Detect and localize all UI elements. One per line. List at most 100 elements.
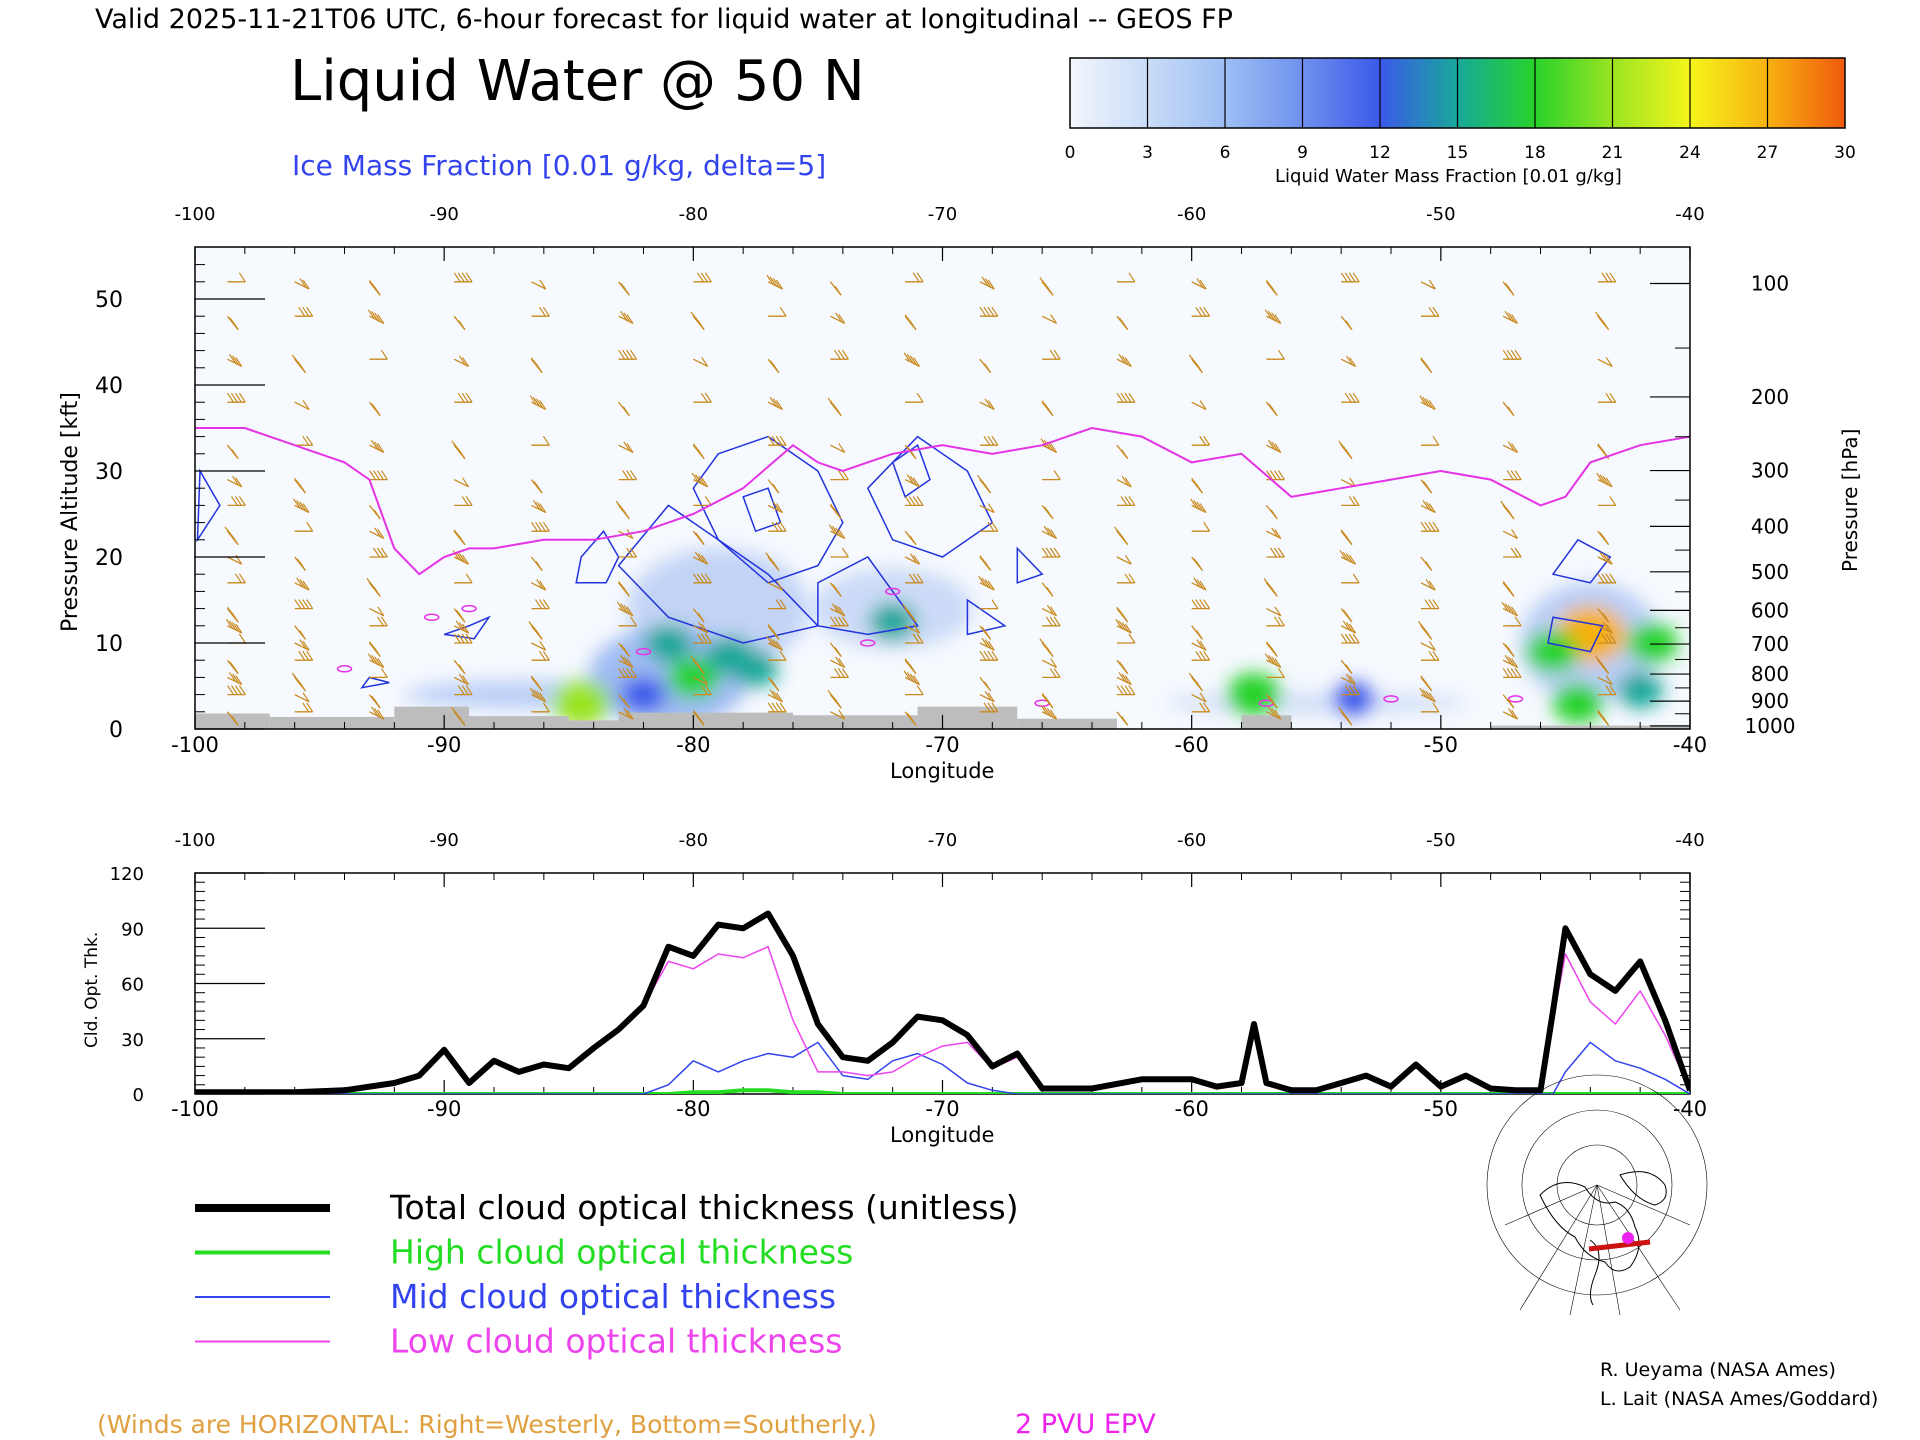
map-inset-icon	[1486, 1074, 1708, 1316]
wind-barb	[1341, 392, 1360, 403]
wind-barb	[1420, 599, 1440, 610]
wind-barb	[616, 601, 634, 617]
wind-barb	[530, 357, 543, 374]
wind-barb	[227, 672, 243, 686]
top-panel: -100 -100 -90 -90 -80 -80 -70 -70 -60 -60 -50 -50 -4…	[58, 204, 1862, 783]
wind-barb	[690, 311, 705, 331]
wind-barb	[1266, 616, 1285, 627]
wind-barb	[294, 577, 310, 591]
wind-barb	[1420, 279, 1436, 290]
legend: Total cloud optical thickness (unitless)…	[195, 1188, 1019, 1361]
wind-barb	[979, 650, 999, 661]
x-top-tick-label: -40	[1675, 830, 1704, 851]
wind-barb	[1502, 708, 1519, 720]
x-tick-label: -100	[171, 1097, 219, 1121]
wind-barb	[1266, 527, 1282, 539]
wind-barb	[618, 441, 634, 453]
wind-barb	[830, 470, 849, 481]
y-right-tick-label: 700	[1751, 632, 1789, 656]
liquid-water-blob	[644, 624, 692, 662]
wind-barb	[367, 653, 385, 668]
wind-barb	[1191, 599, 1211, 610]
wind-barb	[618, 694, 630, 709]
wind-barb	[1597, 675, 1613, 686]
wind-barb	[979, 398, 995, 410]
left-axis-label: Pressure Altitude [kft]	[58, 392, 83, 632]
wind-barb	[767, 676, 780, 692]
wind-barb	[1266, 349, 1285, 360]
wind-barb	[1191, 702, 1211, 713]
wind-barb	[767, 689, 783, 703]
wind-barb	[294, 650, 314, 661]
bottom-ylabel: Cld. Opt. Thk.	[82, 932, 102, 1048]
wind-barb	[1594, 655, 1610, 675]
wind-barb	[453, 315, 466, 331]
wind-barb	[768, 599, 787, 610]
wind-barb	[294, 556, 306, 571]
wind-barb	[767, 358, 780, 374]
wind-barb	[1339, 550, 1357, 565]
wind-barb	[1116, 392, 1136, 403]
x-top-tick-label: -80	[679, 830, 708, 851]
ice-contour	[1547, 616, 1604, 653]
wind-barb	[829, 582, 842, 597]
wind-barb	[830, 603, 846, 617]
wind-barb	[1266, 668, 1285, 679]
winds-note: (Winds are HORIZONTAL: Right=Westerly, B…	[97, 1410, 877, 1439]
wind-barb	[693, 272, 712, 283]
wind-barb	[294, 477, 306, 494]
subtitle: Ice Mass Fraction [0.01 g/kg, delta=5]	[292, 149, 826, 182]
wind-barb	[977, 474, 992, 494]
wind-barb	[1191, 625, 1203, 640]
y-right-tick-label: 600	[1751, 598, 1789, 622]
x-tick-label: -70	[925, 1097, 959, 1121]
wind-barb	[1115, 618, 1132, 634]
wind-barb	[1041, 400, 1054, 417]
wind-barb	[827, 689, 842, 709]
wind-barb	[693, 392, 712, 403]
ice-contour	[617, 504, 820, 644]
wind-barb	[291, 672, 306, 692]
wind-barb	[1419, 687, 1436, 703]
wind-barb	[368, 401, 381, 417]
wind-barb	[1263, 578, 1278, 597]
y-right-tick-label: 500	[1751, 560, 1789, 584]
valid-line: Valid 2025-11-21T06 UTC, 6-hour forecast…	[95, 4, 1233, 35]
epv-contour-patch	[635, 647, 652, 656]
ice-contour	[1016, 546, 1044, 584]
wind-barb	[979, 306, 999, 317]
y-tick-label: 30	[121, 1030, 144, 1051]
y-right-tick-label: 1000	[1745, 714, 1796, 738]
wind-barb	[1265, 401, 1278, 417]
terrain-step	[618, 712, 793, 729]
x-top-tick-label: -50	[1426, 204, 1455, 225]
x-top-tick-label: -60	[1177, 204, 1206, 225]
wind-barb	[1041, 525, 1058, 539]
wind-barb	[226, 315, 239, 331]
main-title: Liquid Water @ 50 N	[290, 49, 865, 114]
wind-barb	[767, 702, 787, 713]
y-right-tick-label: 100	[1751, 272, 1789, 296]
wind-barb	[766, 636, 783, 651]
wind-barb	[294, 306, 314, 317]
wind-barb	[531, 279, 547, 290]
terrain-step	[394, 706, 470, 729]
wind-barb	[1341, 496, 1360, 507]
wind-barb	[1265, 504, 1278, 520]
terrain-step	[1241, 715, 1292, 729]
wind-barb	[1116, 672, 1132, 686]
wind-barb	[693, 675, 709, 686]
wind-barb	[1597, 357, 1613, 367]
wind-barb	[693, 633, 712, 644]
wind-barb	[905, 392, 924, 403]
wind-barb	[829, 281, 842, 296]
wind-barbs	[224, 272, 1617, 726]
wind-barb	[904, 623, 921, 634]
wind-barb	[1041, 582, 1054, 597]
wind-barb	[227, 685, 246, 696]
wind-barb	[1503, 616, 1522, 627]
wind-barb	[767, 624, 780, 640]
wind-barb	[1502, 581, 1515, 597]
x-top-tick-label: -90	[429, 204, 458, 225]
wind-barb	[294, 400, 310, 410]
